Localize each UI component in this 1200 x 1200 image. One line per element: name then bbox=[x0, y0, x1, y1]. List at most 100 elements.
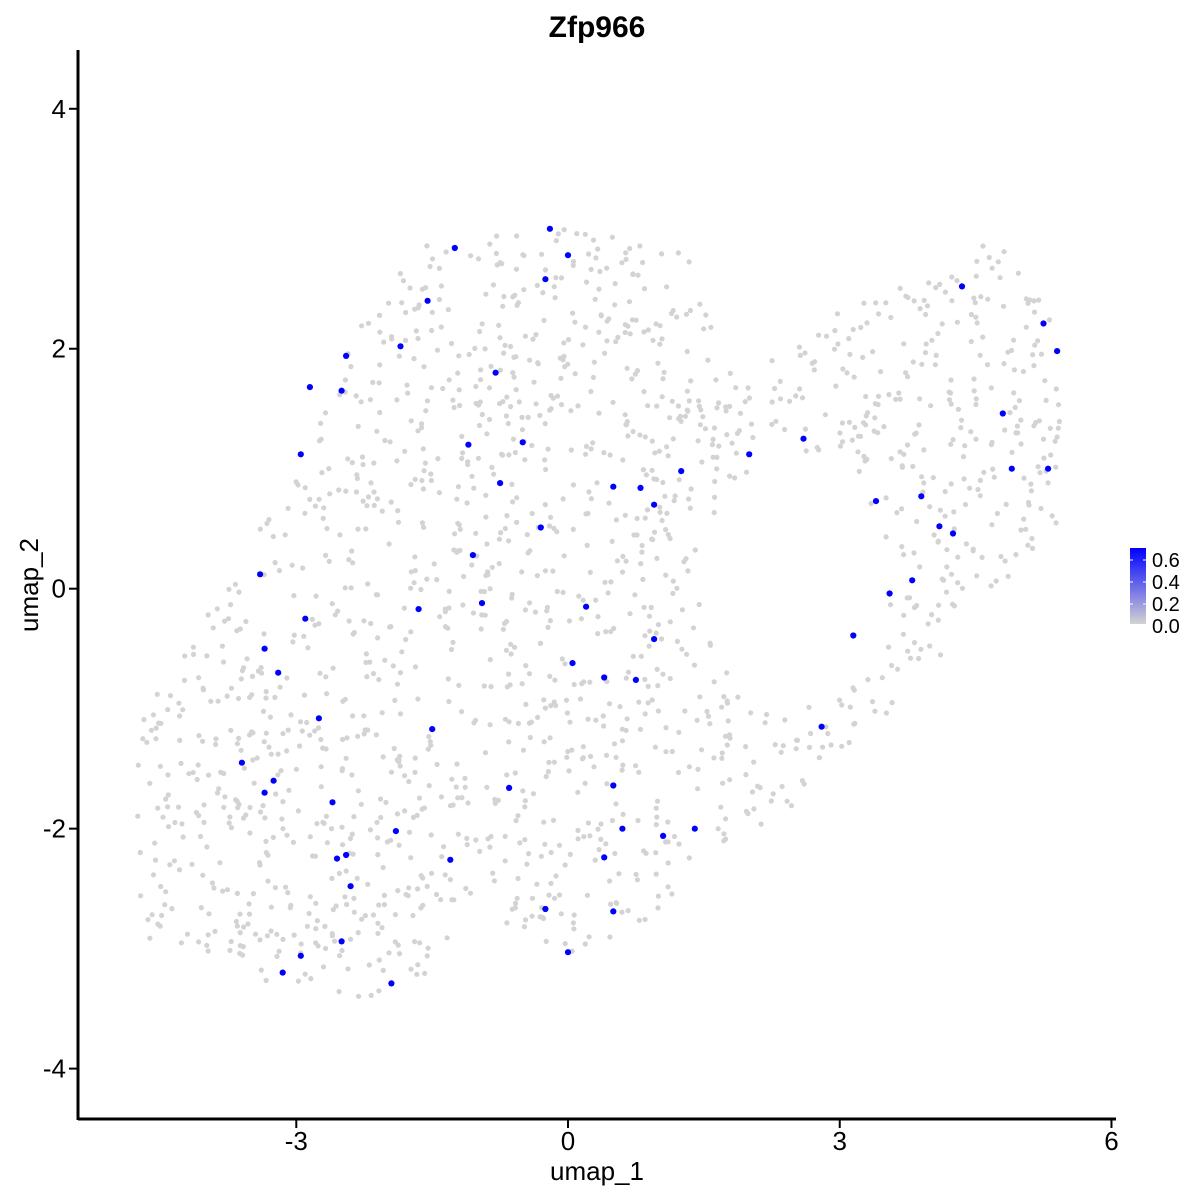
cell-point bbox=[860, 354, 866, 360]
cell-point bbox=[699, 459, 705, 465]
cell-point bbox=[971, 295, 977, 301]
cell-point bbox=[160, 814, 166, 820]
cell-point bbox=[483, 492, 489, 498]
expressing-cell-point bbox=[1040, 320, 1047, 327]
cell-point bbox=[410, 912, 416, 919]
cell-point bbox=[707, 642, 714, 648]
cell-point bbox=[262, 815, 268, 821]
cell-point bbox=[954, 278, 960, 284]
cell-point bbox=[1030, 352, 1036, 358]
cell-point bbox=[319, 470, 325, 476]
cell-point bbox=[641, 286, 648, 292]
cell-point bbox=[423, 408, 429, 414]
cell-point bbox=[590, 374, 597, 380]
cell-point bbox=[1037, 470, 1043, 476]
cell-point bbox=[620, 553, 626, 560]
cell-point bbox=[354, 472, 360, 478]
cell-point bbox=[601, 723, 607, 729]
cell-point bbox=[305, 645, 311, 651]
cell-point bbox=[686, 496, 692, 502]
cell-point bbox=[954, 319, 961, 325]
cell-point bbox=[238, 676, 244, 682]
cell-point bbox=[571, 912, 577, 918]
cell-point bbox=[777, 378, 783, 384]
cell-point bbox=[155, 805, 161, 811]
cell-point bbox=[1023, 526, 1029, 532]
cell-point bbox=[336, 870, 342, 877]
cell-point bbox=[548, 703, 554, 709]
cell-point bbox=[412, 755, 418, 761]
cell-point bbox=[415, 696, 421, 702]
cell-point bbox=[955, 580, 961, 586]
cell-point bbox=[962, 443, 968, 449]
cell-point bbox=[260, 803, 266, 809]
cell-point bbox=[418, 586, 424, 593]
cell-point bbox=[390, 663, 396, 669]
cell-point bbox=[951, 526, 957, 532]
cell-point bbox=[434, 761, 440, 768]
cell-point bbox=[537, 640, 544, 647]
cell-point bbox=[1002, 558, 1008, 564]
cell-point bbox=[572, 371, 578, 377]
cell-point bbox=[659, 251, 665, 257]
cell-point bbox=[370, 671, 377, 677]
cell-point bbox=[456, 387, 462, 393]
cell-point bbox=[883, 300, 889, 306]
cell-point bbox=[876, 311, 882, 317]
cell-point bbox=[345, 456, 351, 462]
cell-point bbox=[240, 815, 247, 821]
expressing-cell-point bbox=[388, 980, 395, 987]
cell-point bbox=[849, 437, 855, 443]
cell-point bbox=[604, 265, 610, 271]
cell-point bbox=[679, 646, 685, 652]
expressing-cell-point bbox=[949, 530, 957, 537]
cell-point bbox=[425, 945, 431, 951]
cell-point bbox=[883, 534, 889, 540]
cell-point bbox=[515, 720, 522, 727]
cell-point bbox=[948, 401, 954, 407]
cell-point bbox=[302, 485, 308, 491]
cell-point bbox=[238, 747, 244, 753]
cell-point bbox=[446, 377, 452, 383]
cell-point bbox=[389, 336, 395, 342]
cell-point bbox=[228, 727, 234, 734]
cell-point bbox=[950, 437, 956, 443]
expressing-cell-point bbox=[1008, 465, 1015, 472]
cell-point bbox=[469, 562, 475, 568]
cell-point bbox=[806, 744, 813, 751]
cell-point bbox=[602, 350, 608, 356]
cell-point bbox=[485, 569, 491, 575]
cell-point bbox=[801, 781, 807, 787]
cell-point bbox=[396, 353, 402, 359]
cell-point bbox=[396, 951, 403, 957]
cell-point bbox=[723, 816, 729, 822]
cell-point bbox=[749, 789, 756, 795]
cell-point bbox=[584, 542, 590, 549]
expressing-cell-point bbox=[564, 949, 572, 956]
cell-point bbox=[482, 346, 488, 352]
cell-point bbox=[205, 932, 211, 938]
cell-point bbox=[727, 473, 733, 479]
cell-point bbox=[419, 425, 425, 431]
cell-point bbox=[344, 901, 350, 908]
cell-point bbox=[420, 902, 426, 908]
cell-point bbox=[1038, 505, 1044, 512]
cell-point bbox=[619, 767, 625, 773]
cell-point bbox=[211, 885, 217, 891]
cell-point bbox=[365, 727, 371, 733]
cell-point bbox=[936, 602, 942, 608]
cell-point bbox=[901, 451, 907, 457]
cell-point bbox=[422, 460, 428, 466]
cell-point bbox=[955, 406, 962, 412]
cell-point bbox=[619, 909, 625, 915]
cell-point bbox=[676, 416, 682, 422]
cell-point bbox=[646, 643, 652, 649]
cell-point bbox=[179, 821, 185, 827]
cell-point bbox=[844, 370, 850, 376]
x-tick-label: -3 bbox=[285, 1126, 308, 1156]
cell-point bbox=[604, 781, 610, 787]
cell-point bbox=[558, 911, 564, 917]
cell-point bbox=[237, 626, 243, 632]
cell-point bbox=[1036, 297, 1042, 303]
cell-point bbox=[377, 362, 383, 368]
